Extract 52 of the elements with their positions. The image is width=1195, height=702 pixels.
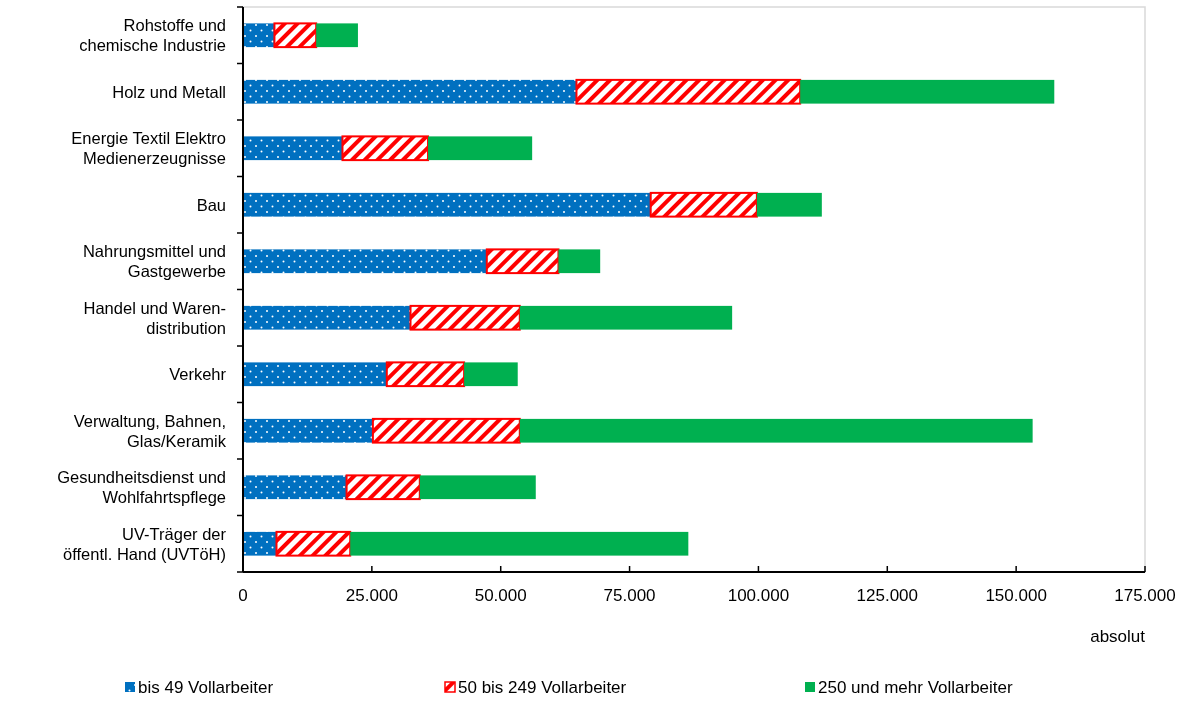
x-tick-label: 100.000 bbox=[727, 586, 790, 605]
bar bbox=[243, 249, 487, 274]
bar bbox=[243, 531, 277, 556]
y-tick-label: Verkehr bbox=[169, 365, 227, 384]
bar bbox=[243, 192, 651, 217]
x-tick-label: 125.000 bbox=[856, 586, 919, 605]
y-tick-label: Energie Textil Elektro Medienerzeugnisse bbox=[71, 129, 226, 168]
x-tick-label: 25.000 bbox=[345, 586, 398, 605]
bar bbox=[316, 23, 358, 48]
legend-label: bis 49 Vollarbeiter bbox=[138, 677, 274, 697]
y-tick-label: Nahrungsmittel und Gastgewerbe bbox=[82, 242, 226, 281]
bar bbox=[243, 23, 275, 48]
y-tick-label: UV-Träger der öffentl. Hand (UVTöH) bbox=[63, 524, 227, 563]
y-tick-label: Holz und Metall bbox=[112, 82, 226, 101]
y-tick-label: Handel und Waren- distribution bbox=[83, 298, 226, 337]
bar bbox=[756, 192, 822, 217]
bar bbox=[275, 530, 352, 557]
bar bbox=[243, 475, 347, 500]
bar bbox=[341, 135, 430, 162]
y-tick-label: Gesundheitsdienst und Wohlfahrtspflege bbox=[57, 468, 226, 507]
bar bbox=[519, 418, 1033, 443]
x-tick-label: 175.000 bbox=[1114, 586, 1176, 605]
bar bbox=[485, 248, 560, 275]
bar bbox=[371, 417, 521, 444]
bar bbox=[385, 361, 466, 388]
bar bbox=[345, 474, 421, 501]
x-tick-label: 150.000 bbox=[985, 586, 1047, 605]
bar bbox=[464, 362, 518, 387]
bar bbox=[428, 136, 533, 161]
bar bbox=[409, 304, 521, 331]
bar bbox=[273, 22, 318, 49]
bar bbox=[350, 531, 689, 556]
x-tick-label: 75.000 bbox=[603, 586, 656, 605]
bar bbox=[649, 191, 758, 218]
legend-label: 250 und mehr Vollarbeiter bbox=[818, 677, 1014, 697]
bar bbox=[243, 418, 373, 443]
bar bbox=[243, 79, 577, 104]
legend-label: 50 bis 249 Vollarbeiter bbox=[458, 677, 627, 697]
x-tick-label: 50.000 bbox=[474, 586, 527, 605]
bar bbox=[243, 362, 387, 387]
bar bbox=[558, 249, 601, 274]
x-axis-title: absolut bbox=[1090, 627, 1146, 646]
bar bbox=[419, 475, 536, 500]
x-tick-label: 0 bbox=[238, 586, 248, 605]
y-tick-label: Bau bbox=[196, 195, 226, 214]
bar bbox=[575, 78, 802, 105]
bar bbox=[800, 79, 1055, 104]
y-tick-label: Rohstoffe und chemische Industrie bbox=[79, 16, 226, 55]
bar bbox=[519, 305, 733, 330]
bar bbox=[243, 136, 343, 161]
bar bbox=[243, 305, 411, 330]
y-tick-label: Verwaltung, Bahnen, Glas/Keramik bbox=[73, 411, 227, 450]
